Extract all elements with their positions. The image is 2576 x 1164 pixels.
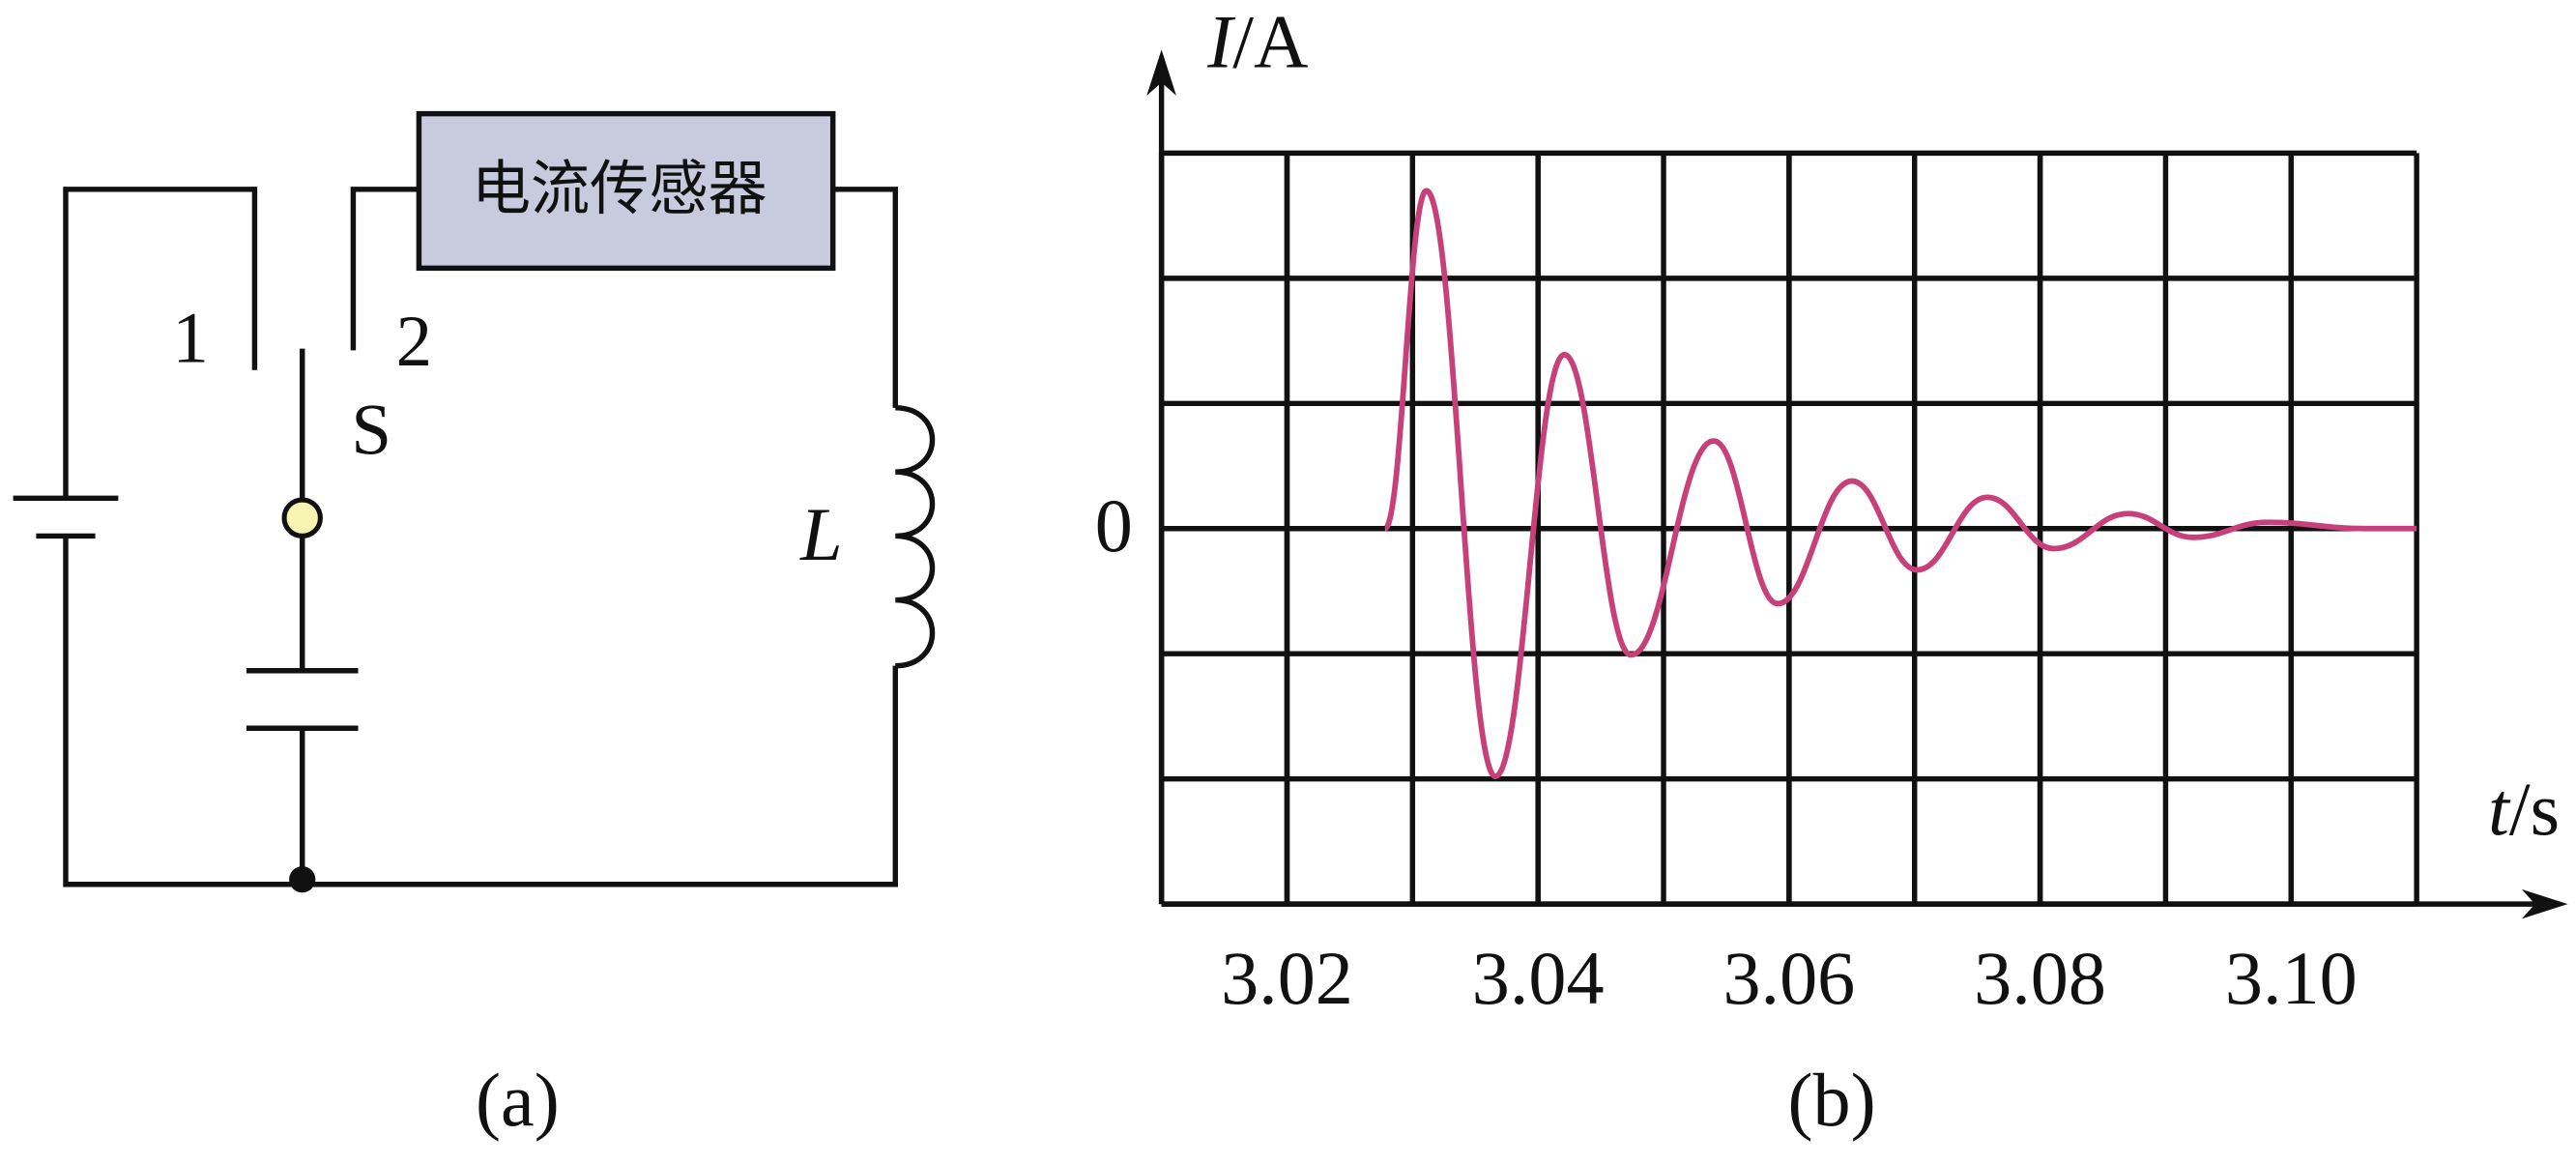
axis-quantity: t [2488,767,2511,851]
axis-unit: /s [2509,767,2560,851]
inductor [895,405,936,669]
y-tick-label: 0 [1095,483,1133,567]
axis-label: I/A [1206,0,1308,83]
wire [350,187,420,351]
current-curve [1381,188,2417,779]
axis-quantity: I [1206,0,1236,83]
x-tick-label: 3.10 [2225,936,2358,1020]
x-tick-label: 3.06 [1722,936,1855,1020]
sensor-box [416,110,836,272]
inductor-label: L [799,492,842,576]
axis-arrow [1146,49,1176,96]
axis-unit: /A [1232,0,1308,83]
axis-arrow [2521,888,2568,919]
junction [289,866,316,893]
axis-label: t/s [2488,767,2560,851]
switch-pivot [281,497,323,538]
circuit: 电流传感器 1 2 S L (a) [13,110,936,1142]
x-tick-label: 3.08 [1974,936,2106,1020]
x-tick-label: 3.04 [1472,936,1605,1020]
switch-label: S [351,391,391,471]
caption: (b) [1787,1058,1875,1142]
contact-label: 2 [396,302,432,382]
caption: (a) [476,1058,560,1142]
chart: (b) I/A t/s 3.02 3.04 3.06 3.08 3.10 0 [1095,0,2568,1142]
x-tick-label: 3.02 [1221,936,1353,1020]
contact-label: 1 [172,298,208,378]
wire [63,187,258,499]
wire [63,536,899,888]
sensor-label: 电流传感器 [472,155,767,223]
wire [832,187,899,408]
